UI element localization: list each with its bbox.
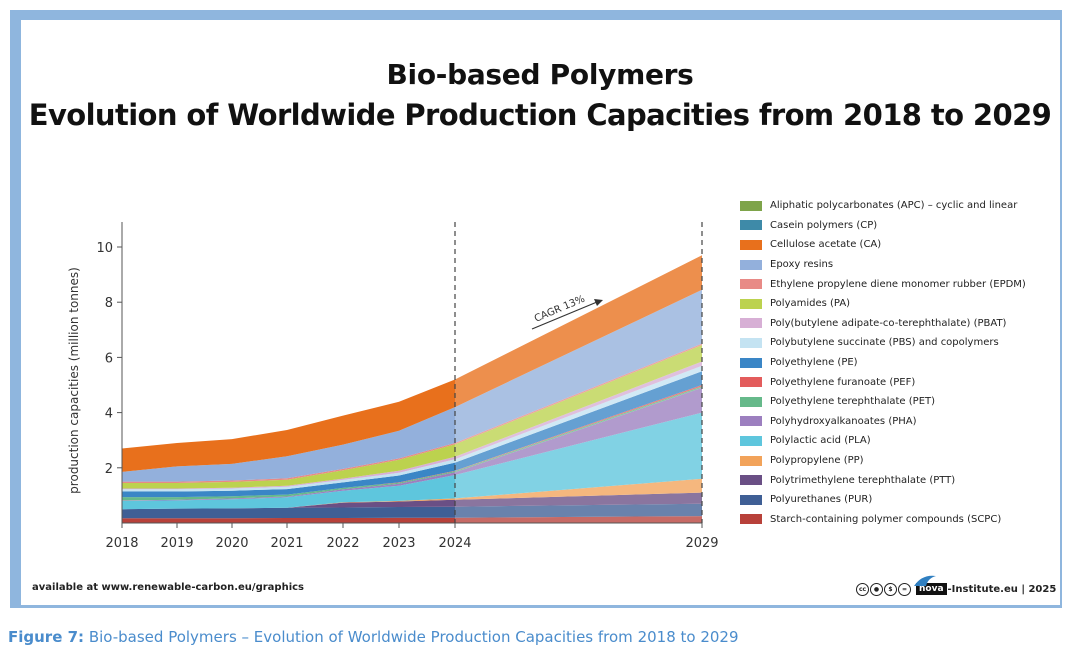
x-tick-label: 2023 [382, 536, 415, 551]
x-tick-label: 2029 [685, 536, 718, 551]
legend-swatch [740, 279, 762, 290]
legend-swatch [740, 220, 762, 231]
cagr-arrow-head [594, 299, 603, 306]
legend-swatch [740, 494, 762, 505]
area-cellulose-acetate-ca [122, 255, 702, 472]
legend-item-polypropylene-pp: Polypropylene (PP) [740, 451, 1060, 471]
x-tick-label: 2020 [215, 536, 248, 551]
y-axis-label: production capacities (million tonnes) [67, 267, 81, 494]
legend-label: Poly(butylene adipate-co-terephthalate) … [770, 317, 1007, 329]
legend-item-polyethylene-terephthalate-pet: Polyethylene terephthalate (PET) [740, 392, 1060, 412]
legend-label: Polyethylene furanoate (PEF) [770, 376, 916, 388]
legend-label: Polyethylene terephthalate (PET) [770, 396, 936, 408]
legend-swatch [740, 416, 762, 427]
chart-title-line-2: Evolution of Worldwide Production Capaci… [28, 98, 1052, 132]
legend-label: Polyamides (PA) [770, 298, 851, 310]
legend-swatch [740, 435, 762, 446]
legend-swatch [740, 357, 762, 368]
legend-item-casein-polymers-cp: Casein polymers (CP) [740, 216, 1060, 236]
legend-label: Starch-containing polymer compounds (SCP… [770, 513, 1002, 525]
y-tick-label: 8 [105, 296, 113, 311]
legend-item-polytrimethylene-terephthalate-ptt: Polytrimethylene terephthalate (PTT) [740, 470, 1060, 490]
legend-item-polyurethanes-pur: Polyurethanes (PUR) [740, 490, 1060, 510]
legend-item-cellulose-acetate-ca: Cellulose acetate (CA) [740, 235, 1060, 255]
legend-swatch [740, 318, 762, 329]
area-epoxy-resins [122, 289, 702, 482]
legend-swatch [740, 455, 762, 466]
area-starch-containing-polymer-compounds-scpc [122, 516, 702, 523]
legend-label: Polyurethanes (PUR) [770, 494, 873, 506]
legend-item-polylactic-acid-pla: Polylactic acid (PLA) [740, 431, 1060, 451]
x-tick-label: 2024 [438, 536, 471, 551]
nova-logo: nova [914, 575, 947, 595]
area-polylactic-acid-pla [122, 412, 702, 510]
y-tick-label: 2 [105, 462, 113, 477]
legend-swatch [740, 396, 762, 407]
legend-item-polyamides-pa: Polyamides (PA) [740, 294, 1060, 314]
area-polytrimethylene-terephthalate-ptt [122, 492, 702, 510]
y-tick-label: 4 [105, 407, 113, 422]
axes-layer: 2 4 6 8 10 2018 2019 2020 2021 2022 2023 2024 2029 pr… [67, 222, 719, 551]
chart-legend: Aliphatic polycarbonates (APC) – cyclic … [740, 196, 1060, 529]
legend-swatch [740, 259, 762, 270]
nova-logo-text: nova [916, 583, 947, 595]
x-tick-label: 2019 [160, 536, 193, 551]
legend-swatch [740, 337, 762, 348]
legend-label: Aliphatic polycarbonates (APC) – cyclic … [770, 200, 1018, 212]
legend-label: Polytrimethylene terephthalate (PTT) [770, 474, 956, 486]
x-tick-label: 2018 [105, 536, 138, 551]
y-tick-label: 6 [105, 351, 113, 366]
legend-label: Cellulose acetate (CA) [770, 239, 882, 251]
area-ethylene-propylene-diene-monomer-rubber-epdm [122, 343, 702, 483]
legend-item-aliphatic-polycarbonates-apc-cyclic-and-linear: Aliphatic polycarbonates (APC) – cyclic … [740, 196, 1060, 216]
legend-swatch [740, 200, 762, 211]
cagr-arrow-line [531, 301, 598, 330]
legend-swatch [740, 514, 762, 525]
nd-icon: = [898, 582, 911, 596]
x-tick-label: 2021 [270, 536, 303, 551]
figure-caption-text: Bio-based Polymers – Evolution of Worldw… [88, 628, 739, 646]
by-icon: ● [870, 582, 883, 596]
legend-item-polybutylene-succinate-pbs-and-copolymers: Polybutylene succinate (PBS) and copolym… [740, 333, 1060, 353]
area-polyamides-pa [122, 345, 702, 489]
legend-label: Epoxy resins [770, 259, 834, 271]
legend-item-epoxy-resins: Epoxy resins [740, 255, 1060, 275]
legend-label: Polybutylene succinate (PBS) and copolym… [770, 337, 999, 349]
forecast-shading [455, 255, 702, 524]
legend-swatch [740, 377, 762, 388]
legend-item-poly-butylene-adipate-co-terephthalate-pbat: Poly(butylene adipate-co-terephthalate) … [740, 314, 1060, 334]
legend-item-ethylene-propylene-diene-monomer-rubber-epdm: Ethylene propylene diene monomer rubber … [740, 274, 1060, 294]
legend-item-polyhydroxyalkanoates-pha: Polyhydroxyalkanoates (PHA) [740, 412, 1060, 432]
legend-label: Polypropylene (PP) [770, 455, 864, 467]
legend-label: Casein polymers (CP) [770, 219, 878, 231]
nc-icon: $ [884, 582, 897, 596]
footer-source: available at www.renewable-carbon.eu/gra… [32, 582, 305, 593]
legend-item-starch-containing-polymer-compounds-scpc: Starch-containing polymer compounds (SCP… [740, 510, 1060, 530]
footer-credit-text: -Institute.eu | 2025 [947, 583, 1057, 595]
chart-title-line-1: Bio-based Polymers [386, 58, 694, 91]
legend-item-polyethylene-pe: Polyethylene (PE) [740, 353, 1060, 373]
legend-label: Polyethylene (PE) [770, 357, 858, 369]
cc-icon: cc [856, 582, 869, 596]
legend-label: Polyhydroxyalkanoates (PHA) [770, 415, 917, 427]
nova-wave-icon [914, 575, 936, 586]
area-series-layer [122, 255, 702, 524]
y-tick-label: 10 [96, 241, 113, 256]
legend-item-polyethylene-furanoate-pef: Polyethylene furanoate (PEF) [740, 372, 1060, 392]
area-polyurethanes-pur [122, 503, 702, 519]
figure-caption-prefix: Figure 7: [8, 628, 85, 646]
legend-label: Polylactic acid (PLA) [770, 435, 871, 447]
area-polypropylene-pp [122, 478, 702, 510]
legend-swatch [740, 298, 762, 309]
legend-swatch [740, 239, 762, 250]
figure-caption: Figure 7: Bio-based Polymers – Evolution… [8, 628, 739, 646]
legend-swatch [740, 475, 762, 486]
x-tick-label: 2022 [326, 536, 359, 551]
footer-credit: cc ● $ = nova -Institute.eu | 2025 [856, 575, 1057, 600]
legend-label: Ethylene propylene diene monomer rubber … [770, 278, 1026, 290]
